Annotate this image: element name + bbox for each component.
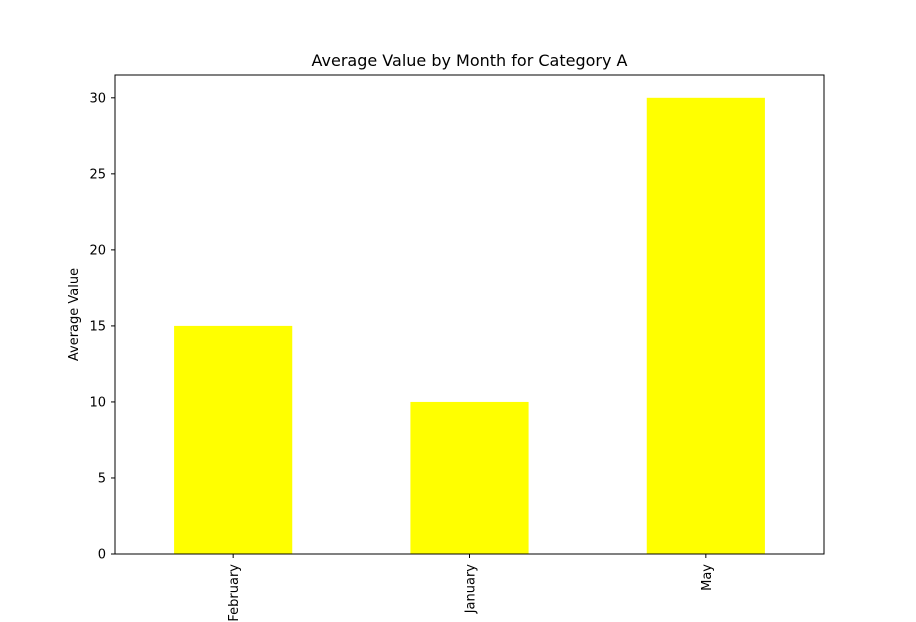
- x-axis: February January May: [227, 554, 715, 622]
- x-tick-label-february: February: [227, 564, 242, 622]
- bar-january: [410, 401, 529, 554]
- y-tick-label-20: 20: [89, 243, 106, 258]
- y-tick-label-5: 5: [98, 471, 106, 486]
- bar-february: [174, 325, 293, 554]
- x-tick-label-may: May: [700, 564, 715, 591]
- x-tick-label-january: January: [464, 564, 479, 615]
- bar-may: [646, 97, 765, 555]
- y-tick-label-10: 10: [89, 395, 106, 410]
- y-tick-label-15: 15: [89, 319, 106, 334]
- y-tick-label-30: 30: [89, 91, 106, 106]
- y-axis: 0 5 10 15 20 25 30: [89, 91, 115, 563]
- bars-group: [174, 97, 765, 555]
- y-axis-label: Average Value: [67, 268, 82, 361]
- y-tick-label-0: 0: [98, 548, 106, 563]
- chart-title: Average Value by Month for Category A: [312, 51, 628, 70]
- y-tick-label-25: 25: [89, 167, 106, 182]
- plot-frame: [114, 74, 825, 555]
